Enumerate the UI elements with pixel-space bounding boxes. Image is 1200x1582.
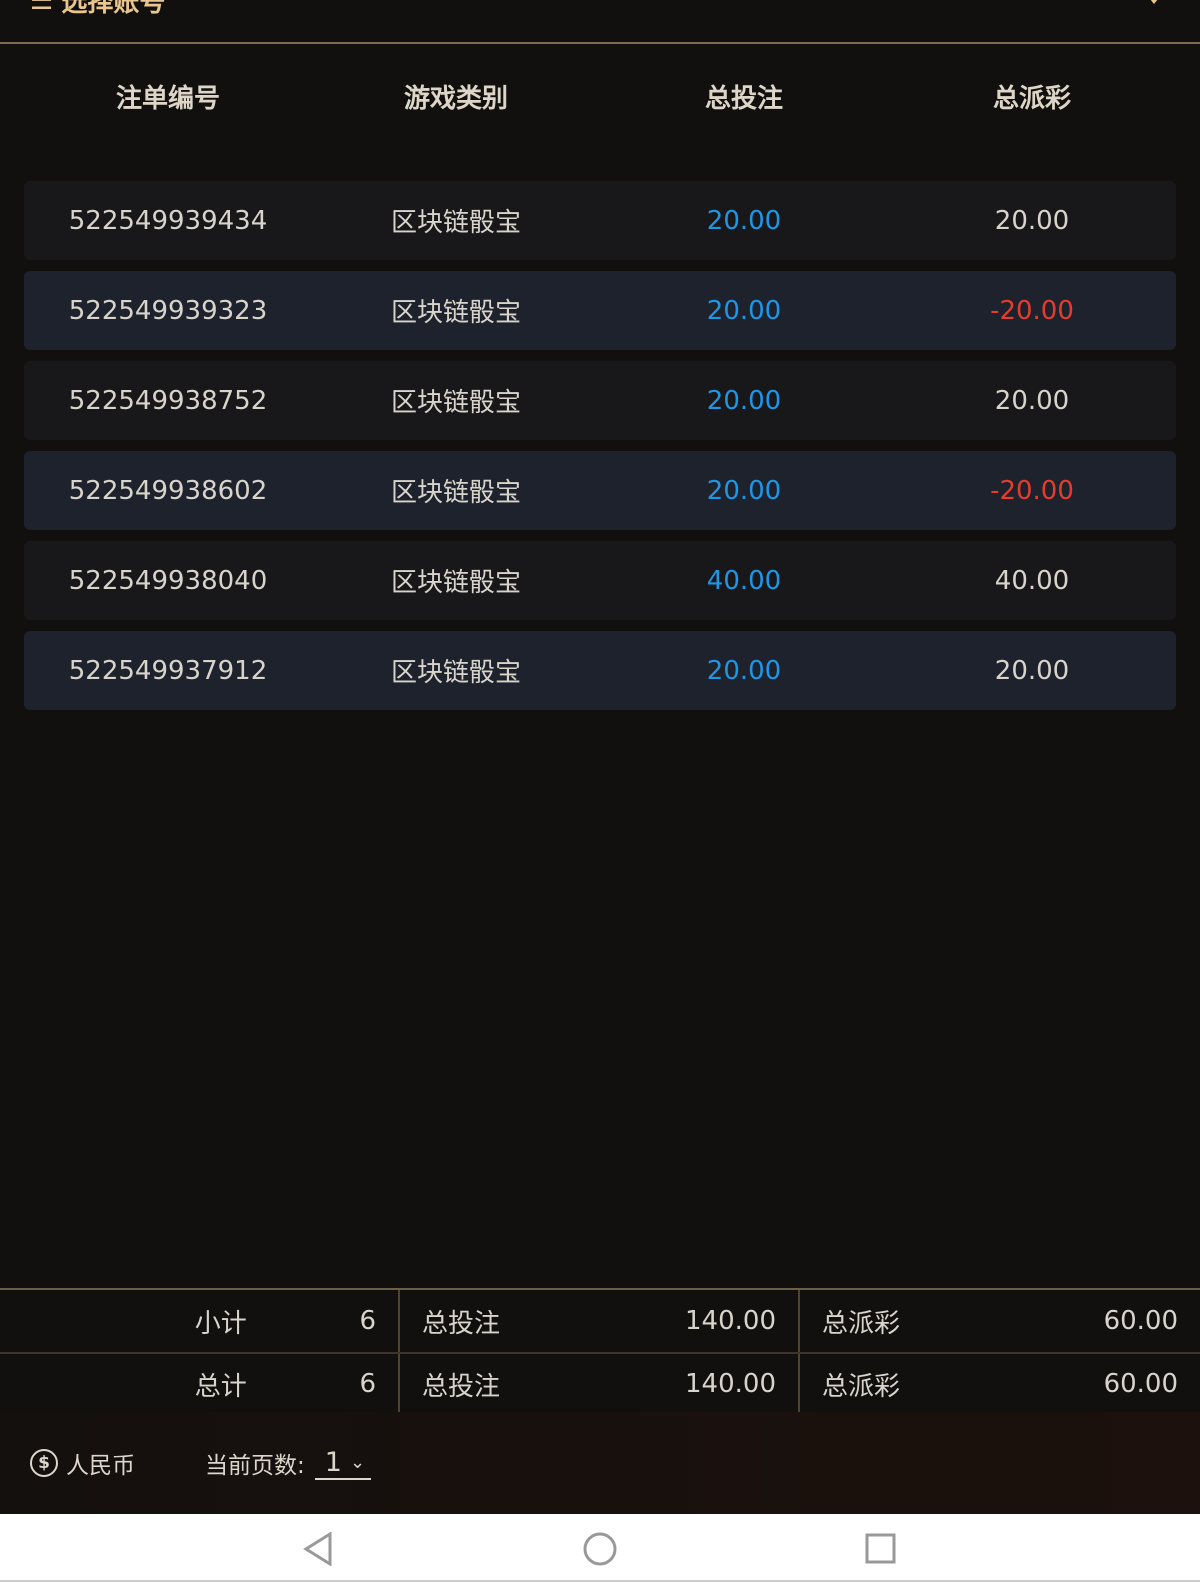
bet-label: 总投注 <box>422 1371 501 1402</box>
total-count: 6 <box>359 1369 376 1399</box>
page-label: 当前页数: <box>205 1453 305 1479</box>
filter-icon: ☰ <box>30 0 54 16</box>
payout-value: 60.00 <box>1103 1369 1178 1399</box>
recents-icon[interactable] <box>865 1532 897 1570</box>
subtotal-label: 小计 <box>194 1308 247 1339</box>
total-row: 总计 6 总投注 140.00 总派彩 60.00 <box>0 1352 1200 1414</box>
total-payout: 20.00 <box>994 385 1070 416</box>
game-type: 区块链骰宝 <box>390 388 521 418</box>
account-selector[interactable]: ☰ 选择账号 <box>0 0 1200 44</box>
total-bet: 20.00 <box>706 655 782 686</box>
system-nav-bar <box>0 1514 1200 1582</box>
total-bet: 20.00 <box>706 475 782 506</box>
game-type: 区块链骰宝 <box>390 658 521 688</box>
game-type: 区块链骰宝 <box>390 208 521 238</box>
total-payout: 40.00 <box>994 565 1070 596</box>
currency-label[interactable]: 人民币 <box>66 1453 135 1479</box>
bet-value: 140.00 <box>685 1369 776 1399</box>
chevron-down-icon[interactable] <box>1146 0 1162 4</box>
back-icon[interactable] <box>302 1531 334 1570</box>
bet-id: 522549939323 <box>68 295 268 326</box>
bet-list: 522549939434 区块链骰宝 20.00 20.00 522549939323 区… <box>24 181 1176 721</box>
bet-value: 140.00 <box>685 1306 776 1336</box>
dollar-circle-icon: $ <box>30 1449 58 1477</box>
subtotal-count: 6 <box>359 1306 376 1336</box>
total-payout: 20.00 <box>994 655 1070 686</box>
game-type: 区块链骰宝 <box>390 568 521 598</box>
game-type: 区块链骰宝 <box>390 478 521 508</box>
table-row[interactable]: 522549938040 区块链骰宝 40.00 40.00 <box>24 541 1176 620</box>
total-payout: 20.00 <box>994 205 1070 236</box>
total-bet: 20.00 <box>706 295 782 326</box>
bet-id: 522549938602 <box>68 475 268 506</box>
total-payout: -20.00 <box>990 475 1074 506</box>
table-row[interactable]: 522549938602 区块链骰宝 20.00 -20.00 <box>24 451 1176 530</box>
bet-label: 总投注 <box>422 1308 501 1339</box>
total-label: 总计 <box>194 1371 247 1402</box>
total-bet: 20.00 <box>706 205 782 236</box>
table-row[interactable]: 522549937912 区块链骰宝 20.00 20.00 <box>24 631 1176 710</box>
page-value: 1 <box>324 1446 342 1478</box>
bet-id: 522549937912 <box>68 655 268 686</box>
payout-label: 总派彩 <box>822 1308 901 1339</box>
column-header: 注单编号 <box>115 84 220 114</box>
chevron-down-icon: ⌄ <box>349 1451 366 1473</box>
table-row[interactable]: 522549939434 区块链骰宝 20.00 20.00 <box>24 181 1176 260</box>
table-row[interactable]: 522549939323 区块链骰宝 20.00 -20.00 <box>24 271 1176 350</box>
table-row[interactable]: 522549938752 区块链骰宝 20.00 20.00 <box>24 361 1176 440</box>
subtotal-row: 小计 6 总投注 140.00 总派彩 60.00 <box>0 1290 1200 1352</box>
game-type: 区块链骰宝 <box>390 298 521 328</box>
table-header: 注单编号 游戏类别 总投注 总派彩 <box>24 78 1176 115</box>
total-bet: 20.00 <box>706 385 782 416</box>
column-header: 总投注 <box>704 84 783 114</box>
payout-value: 60.00 <box>1103 1306 1178 1336</box>
bet-id: 522549938752 <box>68 385 268 416</box>
payout-label: 总派彩 <box>822 1371 901 1402</box>
bet-id: 522549939434 <box>68 205 268 236</box>
column-header: 总派彩 <box>992 84 1071 114</box>
footer-bar: $ 人民币 当前页数: 1 ⌄ <box>0 1412 1200 1514</box>
total-bet: 40.00 <box>706 565 782 596</box>
home-icon[interactable] <box>583 1532 617 1570</box>
column-header: 游戏类别 <box>403 84 508 114</box>
selector-title: 选择账号 <box>61 0 166 18</box>
total-payout: -20.00 <box>990 295 1074 326</box>
summary-table: 小计 6 总投注 140.00 总派彩 60.00 总计 6 总投注 140.00 总派彩… <box>0 1288 1200 1416</box>
page-select[interactable]: 1 ⌄ <box>314 1446 371 1480</box>
bet-id: 522549938040 <box>68 565 268 596</box>
